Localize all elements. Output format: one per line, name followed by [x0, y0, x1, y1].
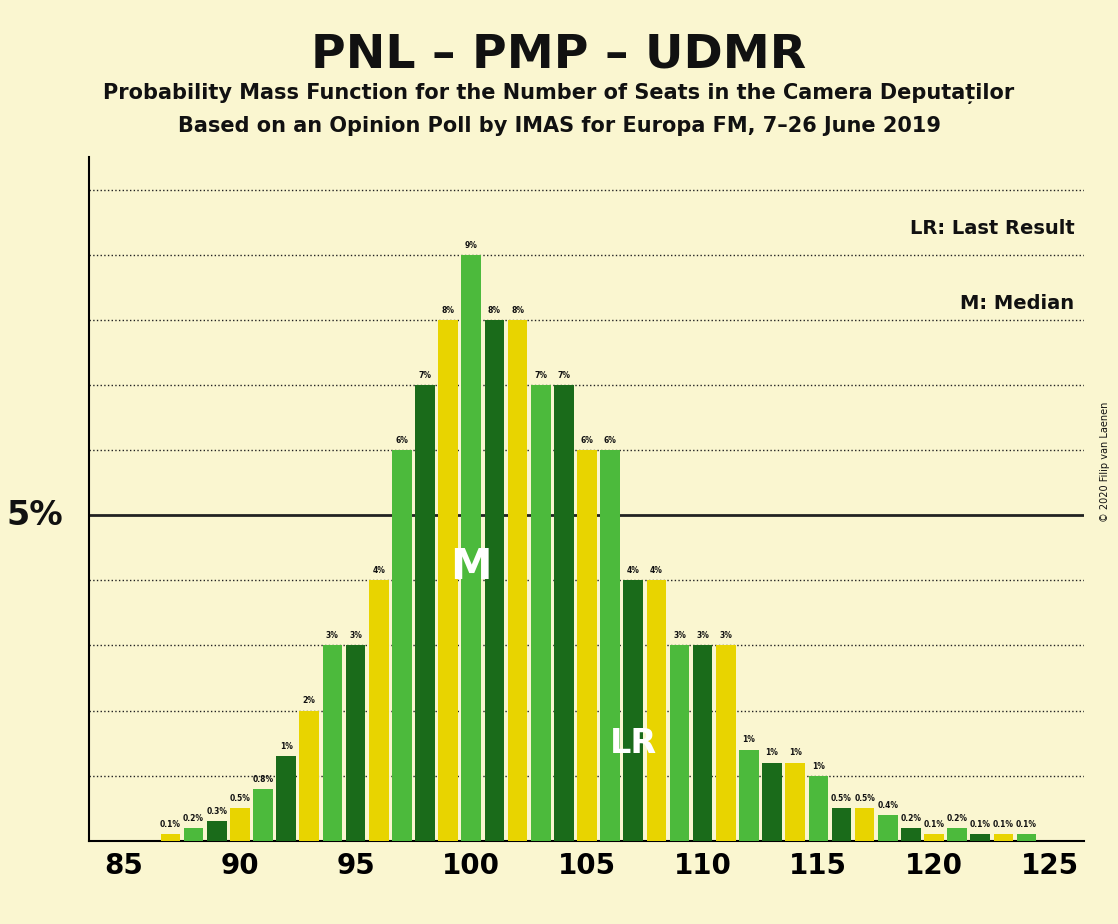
Bar — [438, 320, 458, 841]
Text: LR: LR — [609, 726, 656, 760]
Bar — [808, 776, 828, 841]
Text: M: M — [451, 546, 492, 589]
Bar — [369, 580, 389, 841]
Text: 5%: 5% — [7, 499, 63, 531]
Bar — [555, 385, 574, 841]
Bar — [300, 711, 319, 841]
Bar — [323, 646, 342, 841]
Bar — [462, 255, 481, 841]
Text: 0.4%: 0.4% — [878, 800, 898, 809]
Bar — [832, 808, 851, 841]
Text: 1%: 1% — [742, 736, 756, 745]
Bar — [415, 385, 435, 841]
Bar — [600, 450, 619, 841]
Text: Probability Mass Function for the Number of Seats in the Camera Deputaților: Probability Mass Function for the Number… — [103, 83, 1015, 104]
Bar — [484, 320, 504, 841]
Text: 1%: 1% — [789, 748, 802, 758]
Text: 0.2%: 0.2% — [947, 814, 968, 822]
Text: 7%: 7% — [557, 371, 570, 380]
Bar — [392, 450, 411, 841]
Bar — [183, 828, 203, 841]
Text: 0.5%: 0.5% — [831, 794, 852, 803]
Text: 6%: 6% — [396, 436, 408, 445]
Bar — [345, 646, 366, 841]
Bar — [207, 821, 227, 841]
Bar — [925, 834, 944, 841]
Bar — [739, 749, 759, 841]
Text: 0.3%: 0.3% — [206, 807, 227, 816]
Text: 3%: 3% — [349, 631, 362, 640]
Bar — [762, 762, 781, 841]
Text: 0.1%: 0.1% — [969, 821, 991, 829]
Bar — [161, 834, 180, 841]
Bar — [646, 580, 666, 841]
Bar — [624, 580, 643, 841]
Text: 6%: 6% — [604, 436, 616, 445]
Text: 0.1%: 0.1% — [160, 821, 181, 829]
Text: 9%: 9% — [465, 240, 477, 249]
Text: 7%: 7% — [534, 371, 547, 380]
Text: 0.2%: 0.2% — [183, 814, 205, 822]
Text: 3%: 3% — [326, 631, 339, 640]
Text: M: Median: M: Median — [960, 294, 1074, 313]
Text: 2%: 2% — [303, 697, 315, 705]
Text: 1%: 1% — [280, 742, 293, 751]
Text: 3%: 3% — [697, 631, 709, 640]
Bar — [230, 808, 249, 841]
Text: Based on an Opinion Poll by IMAS for Europa FM, 7–26 June 2019: Based on an Opinion Poll by IMAS for Eur… — [178, 116, 940, 136]
Text: 1%: 1% — [812, 761, 825, 771]
Text: 3%: 3% — [719, 631, 732, 640]
Bar — [970, 834, 991, 841]
Text: © 2020 Filip van Laenen: © 2020 Filip van Laenen — [1100, 402, 1109, 522]
Bar — [693, 646, 712, 841]
Text: 8%: 8% — [442, 306, 455, 315]
Bar — [901, 828, 921, 841]
Text: 8%: 8% — [511, 306, 524, 315]
Text: 1%: 1% — [766, 748, 778, 758]
Text: 0.1%: 0.1% — [1016, 821, 1038, 829]
Bar — [947, 828, 967, 841]
Bar — [670, 646, 690, 841]
Text: 8%: 8% — [487, 306, 501, 315]
Bar — [508, 320, 528, 841]
Bar — [855, 808, 874, 841]
Text: 0.5%: 0.5% — [854, 794, 875, 803]
Text: 4%: 4% — [372, 566, 385, 575]
Text: 0.8%: 0.8% — [253, 774, 274, 784]
Bar — [1016, 834, 1036, 841]
Text: 0.2%: 0.2% — [900, 814, 921, 822]
Text: LR: Last Result: LR: Last Result — [910, 219, 1074, 237]
Bar — [878, 815, 898, 841]
Bar — [785, 762, 805, 841]
Text: 3%: 3% — [673, 631, 686, 640]
Bar — [716, 646, 736, 841]
Text: 4%: 4% — [650, 566, 663, 575]
Bar — [577, 450, 597, 841]
Bar — [253, 789, 273, 841]
Bar — [994, 834, 1013, 841]
Text: 6%: 6% — [580, 436, 594, 445]
Text: 0.1%: 0.1% — [923, 821, 945, 829]
Text: 4%: 4% — [627, 566, 639, 575]
Bar — [276, 756, 296, 841]
Text: PNL – PMP – UDMR: PNL – PMP – UDMR — [312, 32, 806, 78]
Text: 0.1%: 0.1% — [993, 821, 1014, 829]
Bar — [531, 385, 550, 841]
Text: 0.5%: 0.5% — [229, 794, 250, 803]
Text: 7%: 7% — [418, 371, 432, 380]
